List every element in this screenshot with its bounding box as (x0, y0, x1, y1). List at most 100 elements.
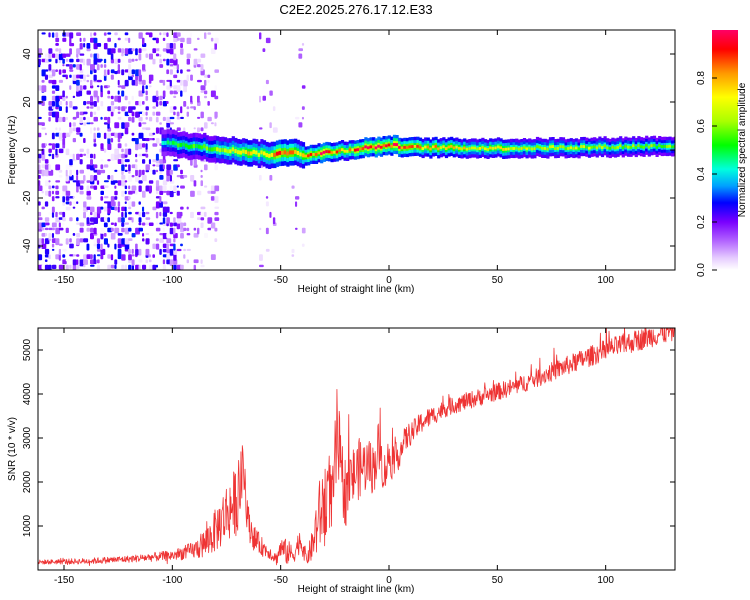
heatmap-noise-cell (51, 248, 55, 251)
heatmap-ridge-cell (239, 150, 243, 155)
heatmap-ridge-cell (273, 152, 277, 157)
heatmap-noise-cell (76, 48, 81, 55)
heatmap-noise-cell (90, 79, 93, 86)
heatmap-noise-cell (169, 185, 173, 191)
heatmap-noise-cell (155, 243, 160, 250)
heatmap-noise-cell (145, 164, 150, 171)
heatmap-ridge-cell (637, 144, 641, 148)
x-tick-label: 50 (492, 275, 504, 286)
heatmap-noise-cell (110, 95, 114, 100)
heatmap-noise-cell (145, 211, 150, 215)
heatmap-noise-cell (197, 37, 200, 40)
heatmap-ridge-cell (442, 145, 446, 149)
heatmap-noise-cell (145, 90, 148, 96)
heatmap-noise-cell (200, 180, 203, 187)
heatmap-noise-cell (131, 175, 135, 178)
heatmap-noise-cell (173, 264, 177, 270)
heatmap-noise-cell (69, 132, 72, 135)
heatmap-noise-cell (197, 64, 201, 68)
heatmap-ridge-cell (463, 146, 467, 150)
heatmap-ridge-cell (197, 144, 202, 149)
heatmap-noise-cell (259, 227, 262, 231)
heatmap-noise-cell (93, 32, 97, 36)
heatmap-noise-cell (38, 58, 41, 66)
heatmap-noise-cell (79, 64, 82, 71)
heatmap-noise-cell (173, 159, 179, 162)
heatmap-noise-cell (90, 53, 93, 58)
heatmap-noise-cell (162, 185, 167, 191)
heatmap-noise-cell (41, 243, 47, 249)
heatmap-noise-cell (103, 122, 108, 125)
heatmap-noise-layer (38, 32, 306, 270)
heatmap-noise-cell (162, 159, 167, 164)
heatmap-noise-cell (65, 227, 69, 233)
heatmap-noise-cell (90, 259, 95, 265)
heatmap-noise-cell (65, 169, 68, 177)
heatmap-noise-cell (65, 264, 69, 270)
heatmap-noise-cell (79, 37, 82, 42)
heatmap-noise-cell (204, 211, 207, 217)
heatmap-noise-cell (65, 164, 71, 170)
heatmap-noise-cell (210, 196, 215, 201)
heatmap-noise-cell (176, 222, 180, 230)
heatmap-ridge-cell (385, 144, 389, 148)
heatmap-noise-cell (259, 32, 262, 40)
heatmap-noise-cell (103, 43, 108, 50)
heatmap-noise-cell (166, 69, 169, 75)
heatmap-ridge-cell (392, 143, 397, 146)
heatmap-noise-cell (114, 148, 120, 155)
heatmap-ridge-cell (416, 144, 420, 148)
heatmap-ridge-cell (590, 145, 594, 149)
heatmap-noise-cell (131, 95, 134, 101)
heatmap-ridge-cell (411, 145, 415, 148)
heatmap-ridge-cell (502, 148, 506, 151)
heatmap-noise-cell (117, 132, 123, 139)
heatmap-noise-cell (110, 264, 115, 269)
heatmap-noise-cell (100, 248, 106, 255)
heatmap-noise-cell (173, 243, 176, 251)
heatmap-noise-cell (107, 69, 110, 75)
heatmap-noise-cell (107, 132, 112, 139)
heatmap-noise-cell (114, 185, 117, 189)
heatmap-noise-cell (121, 159, 124, 165)
heatmap-noise-cell (148, 169, 153, 172)
heatmap-noise-cell (55, 211, 58, 218)
heatmap-noise-cell (79, 74, 84, 79)
heatmap-noise-cell (145, 238, 150, 245)
heatmap-noise-cell (38, 175, 41, 179)
heatmap-noise-cell (58, 127, 61, 131)
heatmap-noise-cell (38, 180, 41, 186)
heatmap-noise-cell (265, 79, 269, 85)
heatmap-noise-cell (145, 127, 151, 131)
heatmap-noise-cell (190, 74, 193, 81)
heatmap-noise-cell (69, 243, 74, 249)
heatmap-noise-cell (65, 64, 70, 67)
heatmap-noise-cell (58, 148, 64, 154)
heatmap-noise-cell (90, 206, 95, 213)
heatmap-noise-cell (135, 164, 138, 171)
heatmap-noise-cell (117, 58, 121, 63)
heatmap-noise-cell (135, 243, 138, 250)
heatmap-noise-cell (72, 169, 77, 172)
heatmap-noise-cell (62, 211, 66, 218)
heatmap-ridge-cell (223, 148, 228, 153)
heatmap-noise-cell (117, 233, 123, 236)
heatmap-noise-cell (166, 190, 171, 196)
heatmap-noise-cell (86, 185, 90, 192)
heatmap-noise-cell (44, 233, 48, 237)
heatmap-noise-cell (103, 238, 108, 245)
heatmap-noise-cell (183, 254, 186, 259)
heatmap-noise-cell (107, 159, 111, 162)
heatmap-noise-cell (159, 175, 164, 180)
heatmap-noise-cell (100, 64, 103, 68)
heatmap-noise-cell (83, 111, 88, 115)
heatmap-noise-cell (152, 254, 155, 258)
heatmap-noise-cell (155, 180, 160, 187)
heatmap-noise-cell (269, 175, 273, 181)
heatmap-noise-cell (176, 69, 179, 74)
heatmap-noise-cell (186, 58, 190, 65)
heatmap-noise-cell (295, 227, 298, 230)
heatmap-noise-cell (142, 64, 146, 71)
heatmap-ridge-cell (447, 145, 451, 149)
heatmap-ridge-cell (252, 149, 256, 154)
